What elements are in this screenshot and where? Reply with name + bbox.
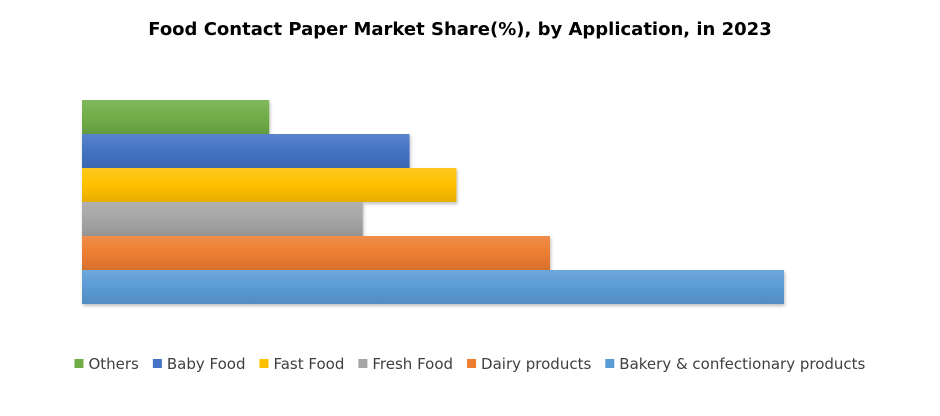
bar-bakery-confectionary-products [82, 270, 784, 304]
bar-dairy-products [82, 236, 550, 270]
legend-swatch [74, 359, 84, 368]
legend: Others Baby Food Fast Food Fresh Food Dairy … [74, 355, 866, 373]
legend-item: Dairy products [467, 355, 591, 373]
legend-item: Others [74, 355, 139, 373]
legend-label: Dairy products [481, 355, 591, 373]
legend-label: Others [88, 355, 139, 373]
legend-label: Baby Food [167, 355, 246, 373]
legend-swatch [152, 359, 162, 368]
legend-item: Fresh Food [358, 355, 453, 373]
bars [82, 100, 784, 304]
legend-swatch [605, 359, 615, 368]
bar-fast-food [82, 168, 457, 202]
legend-swatch [259, 359, 269, 368]
legend-swatch [358, 359, 368, 368]
legend-label: Fresh Food [372, 355, 453, 373]
bar-others [82, 100, 270, 134]
chart-title: Food Contact Paper Market Share(%), by A… [148, 19, 771, 40]
legend-label: Bakery & confectionary products [619, 355, 865, 373]
bar-fresh-food [82, 202, 363, 236]
legend-item: Baby Food [152, 355, 246, 373]
legend-item: Bakery & confectionary products [605, 355, 866, 373]
legend-item: Fast Food [259, 355, 344, 373]
legend-label: Fast Food [273, 355, 344, 373]
bar-baby-food [82, 134, 410, 168]
legend-swatch [467, 359, 477, 368]
